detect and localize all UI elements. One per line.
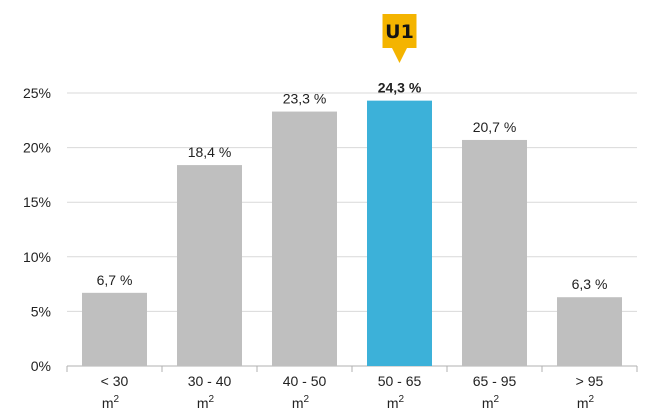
category-label: 40 - 50 [283, 373, 327, 389]
unit-text: m [292, 395, 304, 411]
bar-5 [557, 297, 622, 366]
category-unit-label: m2 [292, 394, 310, 411]
category-label: 65 - 95 [473, 373, 517, 389]
bar-3 [367, 100, 432, 367]
unit-superscript: 2 [494, 394, 500, 405]
category-label: > 95 [576, 373, 604, 389]
y-tick-label: 15% [23, 194, 51, 210]
marker-label: U1 [385, 21, 414, 43]
category-label: 50 - 65 [378, 373, 422, 389]
y-tick-label: 10% [23, 249, 51, 265]
unit-superscript: 2 [399, 394, 405, 405]
category-label: < 30 [101, 373, 129, 389]
category-unit-label: m2 [577, 394, 595, 411]
y-tick-label: 0% [31, 358, 51, 374]
category-unit-label: m2 [197, 394, 215, 411]
unit-superscript: 2 [304, 394, 310, 405]
category-unit-label: m2 [102, 394, 120, 411]
marker-pointer [391, 47, 408, 63]
y-tick-label: 20% [23, 140, 51, 156]
data-label: 23,3 % [283, 91, 327, 107]
y-tick-label: 5% [31, 303, 51, 319]
category-unit-label: m2 [387, 394, 405, 411]
y-tick-label: 25% [23, 85, 51, 101]
unit-text: m [482, 395, 494, 411]
bar-1 [177, 165, 242, 366]
unit-text: m [577, 395, 589, 411]
category-label: 30 - 40 [188, 373, 232, 389]
data-label: 20,7 % [473, 119, 517, 135]
bar-4 [462, 139, 527, 366]
unit-superscript: 2 [114, 394, 120, 405]
unit-text: m [102, 395, 114, 411]
unit-text: m [197, 395, 209, 411]
unit-superscript: 2 [589, 394, 595, 405]
category-unit-label: m2 [482, 394, 500, 411]
data-label: 24,3 % [378, 80, 422, 96]
data-label: 6,3 % [572, 276, 608, 292]
data-label: 6,7 % [97, 272, 133, 288]
unit-superscript: 2 [209, 394, 215, 405]
data-label: 18,4 % [188, 144, 232, 160]
bar-2 [272, 111, 337, 367]
location-pin-icon: U1 [382, 14, 417, 63]
marker-box [382, 14, 417, 48]
unit-text: m [387, 395, 399, 411]
bar-0 [82, 292, 147, 366]
